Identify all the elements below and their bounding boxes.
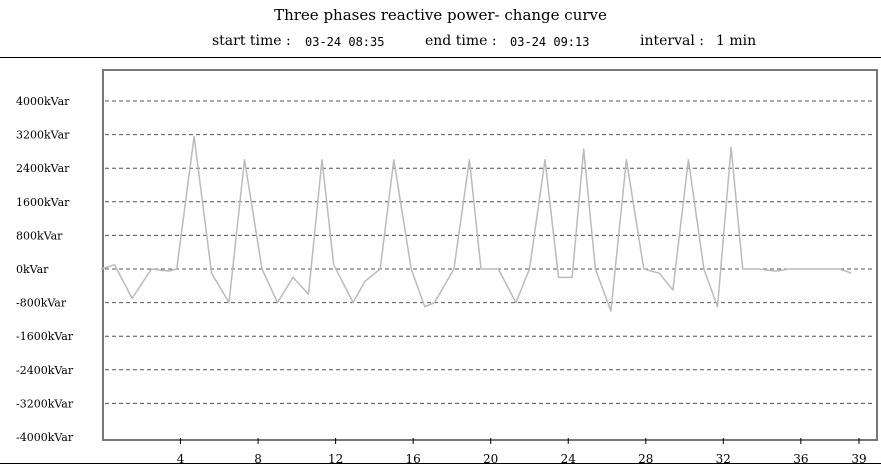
footer-divider <box>0 463 881 464</box>
interval-label: interval : <box>640 33 704 49</box>
x-tick-label: 24 <box>561 452 577 466</box>
plot-frame <box>102 69 878 441</box>
x-tick-label: 20 <box>483 452 498 466</box>
chart-title: Three phases reactive power- change curv… <box>274 6 607 24</box>
y-tick-label: 0kVar <box>16 263 49 276</box>
x-tick-label: 16 <box>406 452 421 466</box>
x-tick-label: 12 <box>328 452 343 466</box>
y-tick-label: 1600kVar <box>16 196 70 209</box>
x-tick-label: 36 <box>793 452 808 466</box>
end-time-value: 03-24 09:13 <box>510 35 590 49</box>
start-time-value: 03-24 08:35 <box>305 35 385 49</box>
x-tick-label: 8 <box>254 452 262 466</box>
start-time-label: start time : <box>212 33 291 49</box>
x-tick-label: 28 <box>638 452 653 466</box>
x-tick-label: 39 <box>851 452 866 466</box>
y-tick-label: 4000kVar <box>16 95 70 108</box>
y-tick-label: 2400kVar <box>16 162 70 175</box>
x-tick-label: 32 <box>716 452 731 466</box>
y-tick-label: -4000kVar <box>16 431 74 444</box>
interval-value: 1 min <box>716 33 757 49</box>
end-time-label: end time : <box>425 33 497 49</box>
y-tick-label: -3200kVar <box>16 397 74 410</box>
series-line <box>100 135 852 312</box>
x-tick-label: 4 <box>177 452 185 466</box>
y-tick-label: -2400kVar <box>16 364 74 377</box>
header-divider <box>0 57 881 58</box>
y-tick-label: -800kVar <box>16 297 67 310</box>
y-tick-label: 800kVar <box>16 229 63 242</box>
y-tick-label: -1600kVar <box>16 330 74 343</box>
y-tick-label: 3200kVar <box>16 129 70 142</box>
